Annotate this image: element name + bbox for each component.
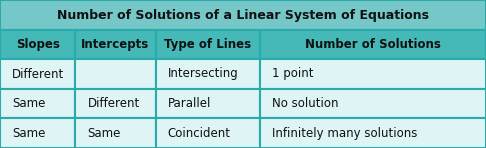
Text: Intersecting: Intersecting	[168, 67, 239, 81]
Bar	[0, 30, 75, 59]
Text: Intercepts: Intercepts	[81, 38, 150, 51]
Bar	[156, 118, 260, 148]
Bar	[260, 89, 486, 118]
Bar	[260, 118, 486, 148]
Bar	[156, 59, 260, 89]
Bar	[75, 59, 156, 89]
Bar	[156, 30, 260, 59]
Bar	[0, 118, 75, 148]
Text: 1 point: 1 point	[272, 67, 313, 81]
Text: Different: Different	[87, 97, 140, 110]
Text: No solution: No solution	[272, 97, 339, 110]
Text: Type of Lines: Type of Lines	[164, 38, 251, 51]
Text: Number of Solutions of a Linear System of Equations: Number of Solutions of a Linear System o…	[57, 9, 429, 22]
Bar	[260, 30, 486, 59]
Text: Same: Same	[12, 97, 46, 110]
Text: Slopes: Slopes	[16, 38, 60, 51]
Bar	[75, 118, 156, 148]
Text: Infinitely many solutions: Infinitely many solutions	[272, 127, 417, 140]
Text: Number of Solutions: Number of Solutions	[305, 38, 441, 51]
Bar	[75, 30, 156, 59]
Bar	[0, 0, 486, 30]
Bar	[0, 89, 75, 118]
Text: Coincident: Coincident	[168, 127, 231, 140]
Bar	[0, 59, 75, 89]
Bar	[260, 59, 486, 89]
Text: Different: Different	[12, 67, 65, 81]
Bar	[75, 89, 156, 118]
Text: Same: Same	[87, 127, 121, 140]
Bar	[156, 89, 260, 118]
Text: Parallel: Parallel	[168, 97, 211, 110]
Text: Same: Same	[12, 127, 46, 140]
